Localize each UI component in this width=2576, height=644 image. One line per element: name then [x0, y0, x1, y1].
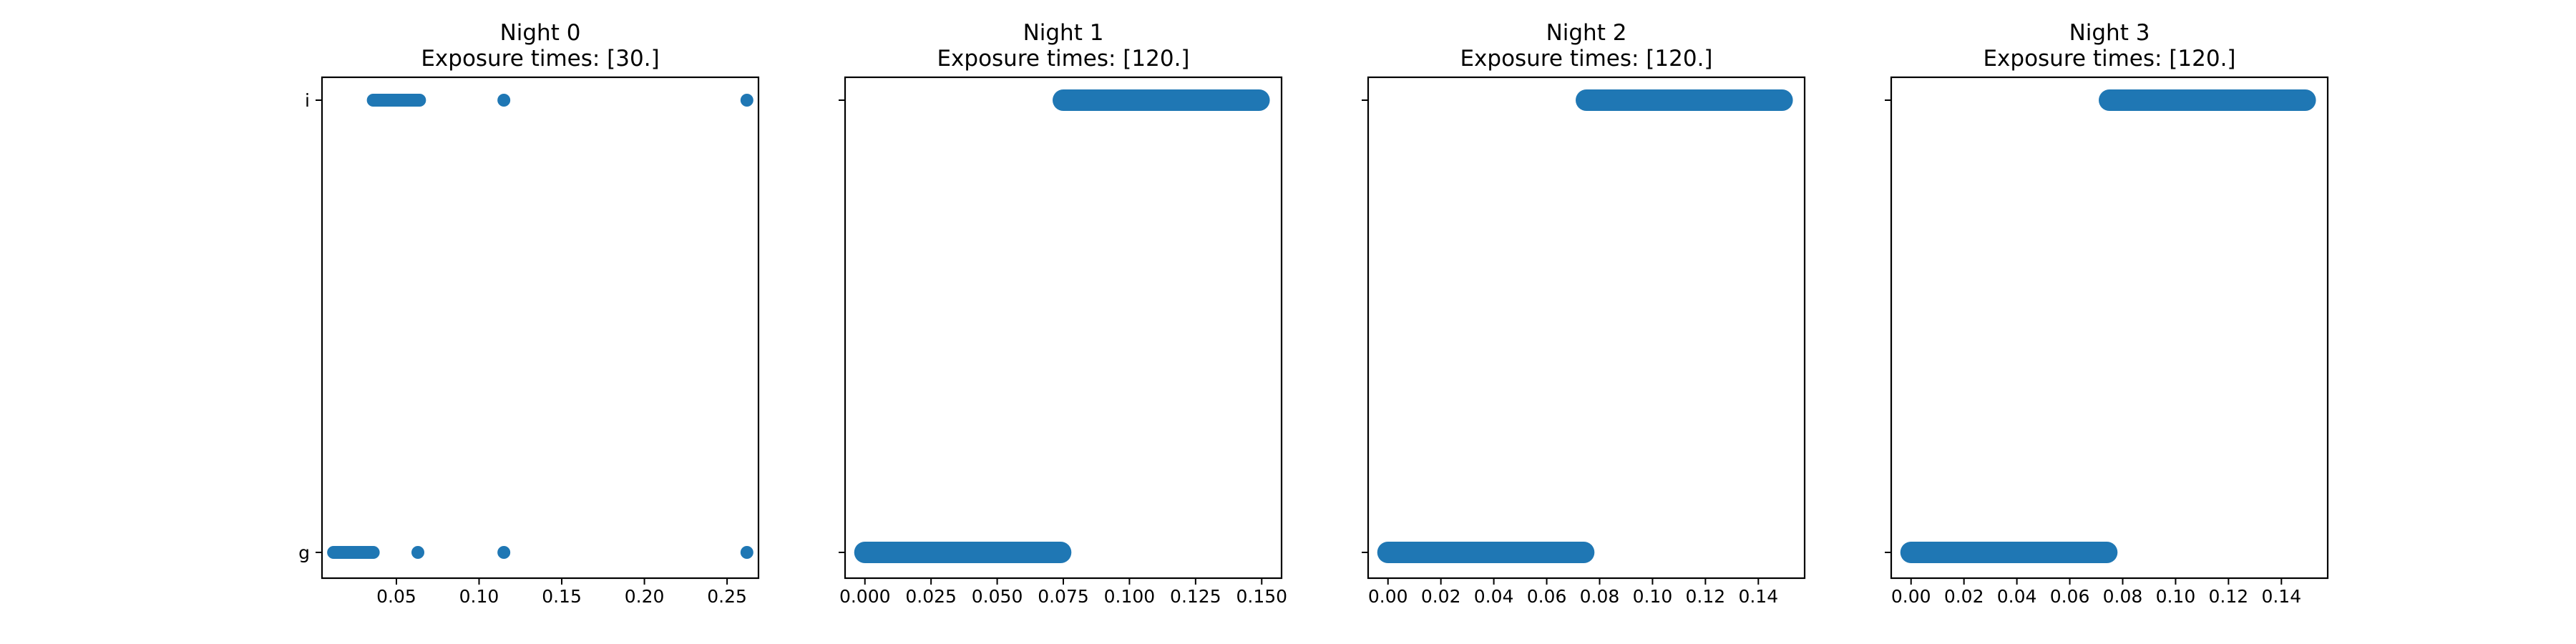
point-cluster-i-1 [1053, 89, 1270, 111]
data-points [1900, 89, 2316, 563]
chart-title: Night 3 [2069, 20, 2150, 46]
chart-subtitle: Exposure times: [120.] [1983, 46, 2235, 72]
x-tick-label: 0.12 [2209, 586, 2249, 607]
x-tick-label: 0.04 [1997, 586, 2037, 607]
x-tick-label: 0.04 [1474, 586, 1514, 607]
data-points [1377, 89, 1793, 563]
x-tick-label: 0.12 [1686, 586, 1726, 607]
point-cluster-i-1 [1576, 89, 1793, 111]
chart-title: Night 2 [1546, 20, 1627, 46]
chart-subtitle: Exposure times: [120.] [937, 46, 1189, 72]
point-cluster-g-0 [327, 546, 380, 559]
x-tick-label: 0.125 [1170, 586, 1221, 607]
x-tick-label: 0.10 [1633, 586, 1673, 607]
x-tick-label: 0.02 [1944, 586, 1984, 607]
chart-subtitle: Exposure times: [120.] [1460, 46, 1712, 72]
point-cluster-i-1 [2099, 89, 2316, 111]
axes-frame [321, 76, 760, 580]
data-point-g-2 [497, 546, 511, 559]
x-tick-label: 0.025 [905, 586, 957, 607]
chart-title: Night 1 [1023, 20, 1104, 46]
x-tick-label: 0.20 [625, 586, 665, 607]
x-tick-label: 0.075 [1038, 586, 1089, 607]
x-tick-label: 0.08 [2103, 586, 2143, 607]
x-tick-label: 0.08 [1580, 586, 1620, 607]
data-point-g-3 [740, 546, 753, 559]
x-tick-label: 0.14 [2261, 586, 2301, 607]
x-tick-label: 0.15 [542, 586, 582, 607]
x-tick-label: 0.050 [972, 586, 1023, 607]
point-cluster-i-4 [366, 94, 426, 107]
data-point-i-5 [497, 94, 511, 107]
x-tick-label: 0.25 [707, 586, 747, 607]
data-point-g-1 [411, 546, 425, 559]
axes-frame [1367, 76, 1806, 580]
x-tick-label: 0.14 [1738, 586, 1778, 607]
point-cluster-g-0 [1377, 542, 1595, 563]
chart-subtitle: Exposure times: [30.] [421, 46, 659, 72]
point-cluster-g-0 [854, 542, 1072, 563]
y-tick-label: i [305, 90, 310, 111]
x-tick-label: 0.00 [1891, 586, 1931, 607]
data-points [327, 94, 753, 559]
data-point-i-6 [740, 94, 753, 107]
x-tick-label: 0.100 [1104, 586, 1156, 607]
x-tick-label: 0.10 [459, 586, 499, 607]
chart-title: Night 0 [500, 20, 581, 46]
y-tick-label: g [298, 542, 310, 563]
axes-frame [1890, 76, 2329, 580]
x-tick-label: 0.000 [839, 586, 891, 607]
x-tick-label: 0.05 [376, 586, 416, 607]
x-tick-label: 0.00 [1368, 586, 1408, 607]
data-points [854, 89, 1270, 563]
point-cluster-g-0 [1900, 542, 2118, 563]
x-tick-label: 0.06 [1527, 586, 1567, 607]
x-tick-label: 0.06 [2050, 586, 2090, 607]
x-tick-label: 0.150 [1236, 586, 1287, 607]
x-tick-label: 0.10 [2156, 586, 2196, 607]
x-tick-label: 0.02 [1421, 586, 1461, 607]
